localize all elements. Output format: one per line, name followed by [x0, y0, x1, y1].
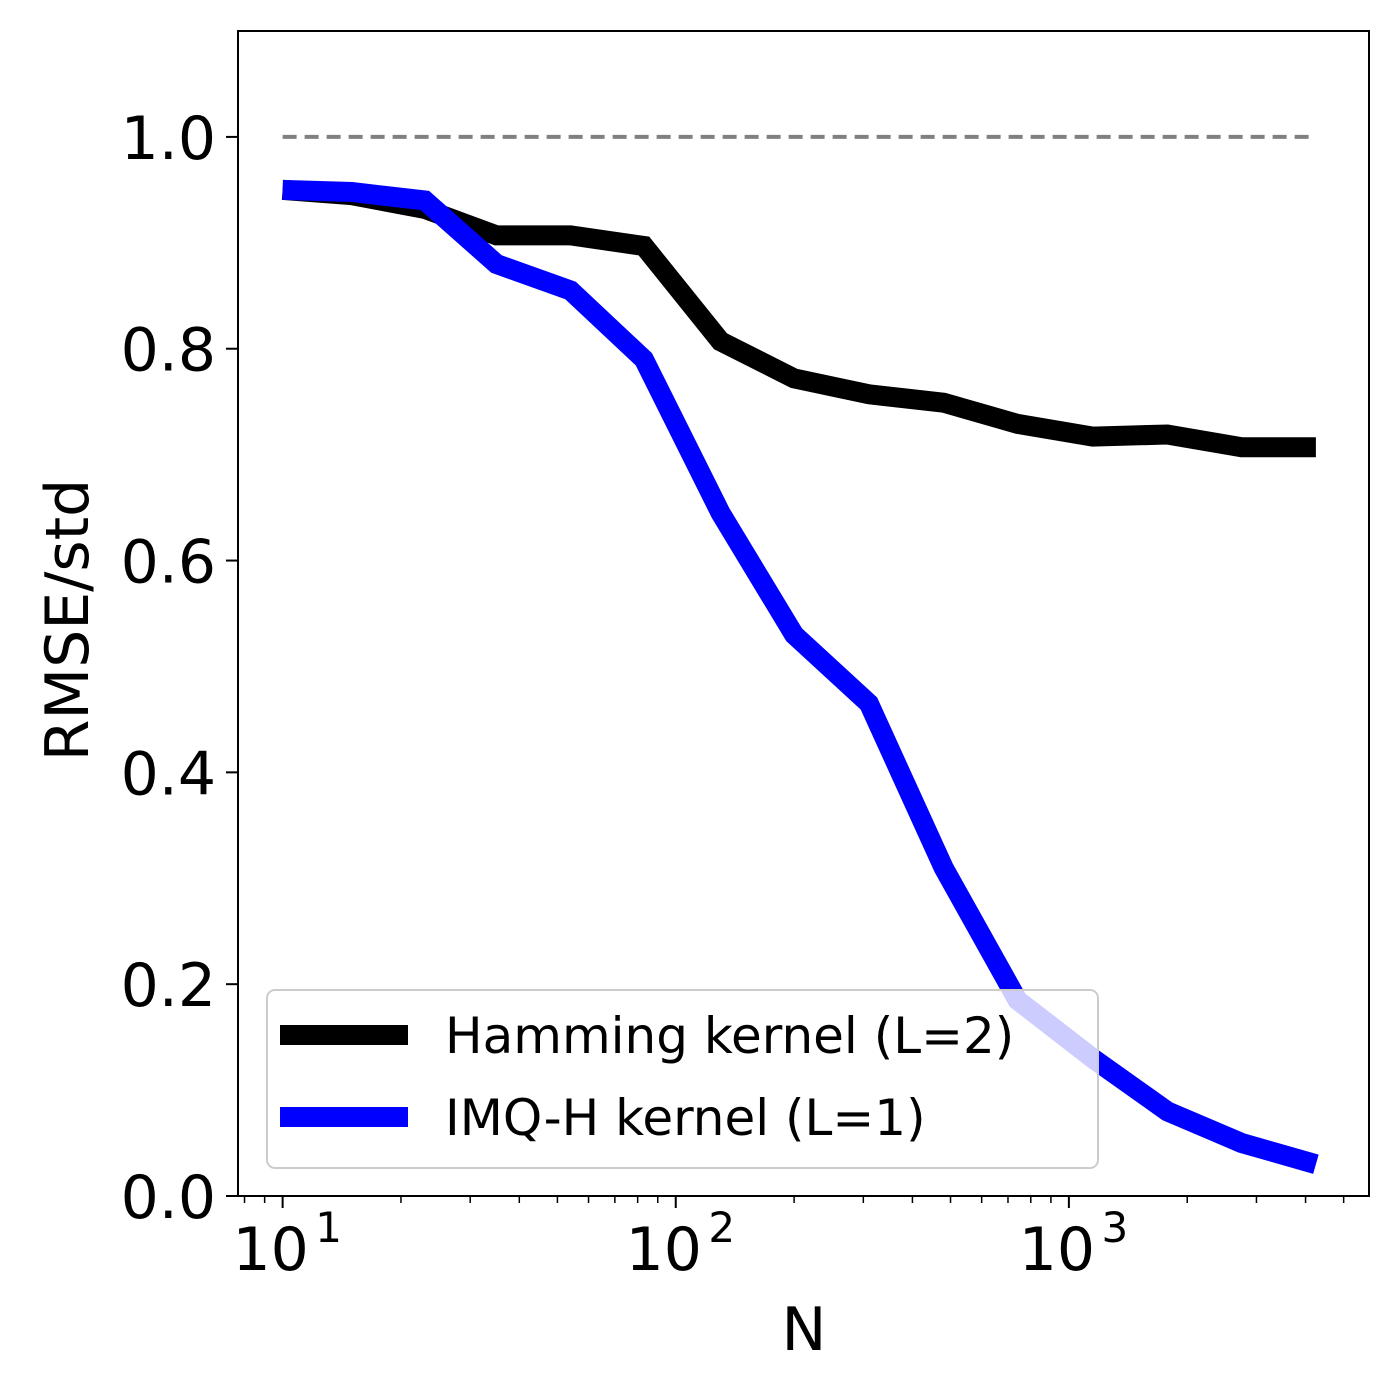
x-tick-exponent: 3 [1102, 1203, 1129, 1252]
x-tick-exponent: 2 [708, 1203, 735, 1252]
series-line-0 [281, 179, 1316, 458]
y-axis-label: RMSE/std [33, 479, 103, 762]
legend-label-hamming: Hamming kernel (L=2) [445, 1007, 1014, 1065]
x-tick-label: 10 [626, 1215, 702, 1285]
legend-label-imqh: IMQ-H kernel (L=1) [445, 1089, 926, 1147]
x-tick-exponent: 1 [315, 1203, 342, 1252]
y-tick-label: 0.2 [121, 951, 216, 1021]
y-tick-label: 0.0 [121, 1163, 216, 1233]
y-tick-label: 0.8 [121, 316, 216, 386]
x-tick-label: 10 [1019, 1215, 1095, 1285]
legend-box [266, 989, 1099, 1169]
y-tick-label: 0.6 [121, 528, 216, 598]
series-line-1 [282, 179, 1319, 1174]
y-tick-label: 1.0 [121, 104, 216, 174]
x-tick-label: 10 [232, 1215, 308, 1285]
y-tick-label: 0.4 [121, 739, 216, 809]
legend: Hamming kernel (L=2) IMQ-H kernel (L=1) [266, 989, 1099, 1169]
axes [237, 30, 1370, 1197]
x-axis-label: N [782, 1295, 827, 1365]
axes-frame [237, 30, 1370, 1197]
ticks: 0.00.20.40.60.81.010 1 10 2 10 3 [121, 104, 1345, 1285]
plot-area [281, 134, 1319, 1174]
